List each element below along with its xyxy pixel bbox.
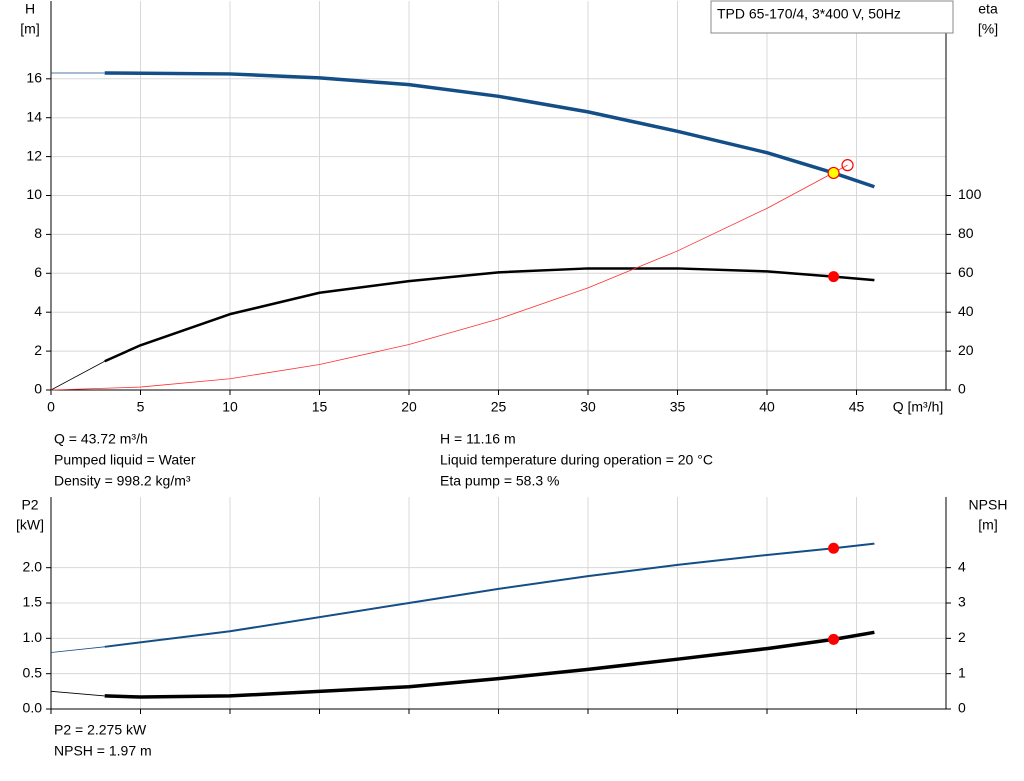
y2-tick-label: 0 — [958, 700, 966, 716]
duty-point — [841, 159, 854, 172]
y-tick-label: 12 — [26, 147, 42, 163]
y-tick-label: 10 — [26, 186, 42, 202]
y-axis-label: P2 — [21, 497, 38, 513]
info-text: Density = 998.2 kg/m³ — [54, 473, 191, 489]
curve-extension — [50, 646, 105, 653]
info-text: H = 11.16 m — [440, 431, 516, 447]
info-text: P2 = 2.275 kW — [54, 722, 147, 738]
y2-axis-label: eta — [978, 1, 998, 17]
curve — [104, 71, 875, 189]
info-text: Pumped liquid = Water — [54, 452, 196, 468]
y-axis-label: H — [25, 1, 35, 17]
y2-tick-label: 4 — [958, 558, 966, 574]
x-tick-label: 5 — [137, 399, 145, 415]
info-text: Eta pump = 58.3 % — [440, 473, 559, 489]
y2-axis-label: NPSH — [969, 497, 1008, 513]
x-tick-label: 15 — [312, 399, 328, 415]
y-tick-label: 6 — [34, 264, 42, 280]
y-tick-label: 1.0 — [23, 629, 43, 645]
y-tick-label: 8 — [34, 225, 42, 241]
y-tick-label: 16 — [26, 70, 42, 86]
legend-text: TPD 65-170/4, 3*400 V, 50Hz — [717, 6, 901, 22]
y2-tick-label: 1 — [958, 664, 966, 680]
x-tick-label: 25 — [491, 399, 507, 415]
info-text: NPSH = 1.97 m — [54, 743, 152, 759]
y-tick-label: 14 — [26, 108, 42, 124]
y-tick-label: 4 — [34, 303, 42, 319]
y-axis-label: [kW] — [16, 517, 44, 533]
curve-extension — [50, 690, 105, 697]
y-tick-label: 2 — [34, 342, 42, 358]
duty-point — [828, 542, 840, 554]
info-text: Liquid temperature during operation = 20… — [440, 452, 713, 468]
x-tick-label: 45 — [849, 399, 865, 415]
y-tick-label: 2.0 — [23, 558, 43, 574]
y-axis-label: [m] — [20, 21, 39, 37]
x-tick-label: 0 — [47, 399, 55, 415]
x-tick-label: 20 — [401, 399, 417, 415]
x-tick-label: 35 — [670, 399, 686, 415]
y2-axis-label: [%] — [978, 21, 998, 37]
y2-tick-label: 60 — [958, 264, 974, 280]
x-axis-label: Q [m³/h] — [893, 399, 944, 415]
curve — [104, 630, 875, 699]
y2-tick-label: 100 — [958, 186, 982, 202]
y-tick-label: 0 — [34, 381, 42, 397]
curve — [104, 542, 875, 648]
y2-tick-label: 80 — [958, 225, 974, 241]
curve — [50, 164, 848, 391]
y-tick-label: 1.5 — [23, 594, 43, 610]
curve — [104, 267, 875, 363]
y-tick-label: 0.0 — [23, 700, 43, 716]
y2-tick-label: 3 — [958, 594, 966, 610]
y2-axis-label: [m] — [978, 517, 997, 533]
y2-tick-label: 2 — [958, 629, 966, 645]
y-tick-label: 0.5 — [23, 664, 43, 680]
x-tick-label: 30 — [580, 399, 596, 415]
curve-extension — [50, 360, 105, 391]
duty-point — [828, 633, 840, 645]
y2-tick-label: 40 — [958, 303, 974, 319]
x-tick-label: 40 — [759, 399, 775, 415]
legend-box — [710, 0, 954, 34]
y2-tick-label: 0 — [958, 381, 966, 397]
x-tick-label: 10 — [222, 399, 238, 415]
y2-tick-label: 20 — [958, 342, 974, 358]
duty-point — [828, 271, 840, 283]
duty-point — [827, 166, 840, 180]
info-text: Q = 43.72 m³/h — [54, 431, 148, 447]
